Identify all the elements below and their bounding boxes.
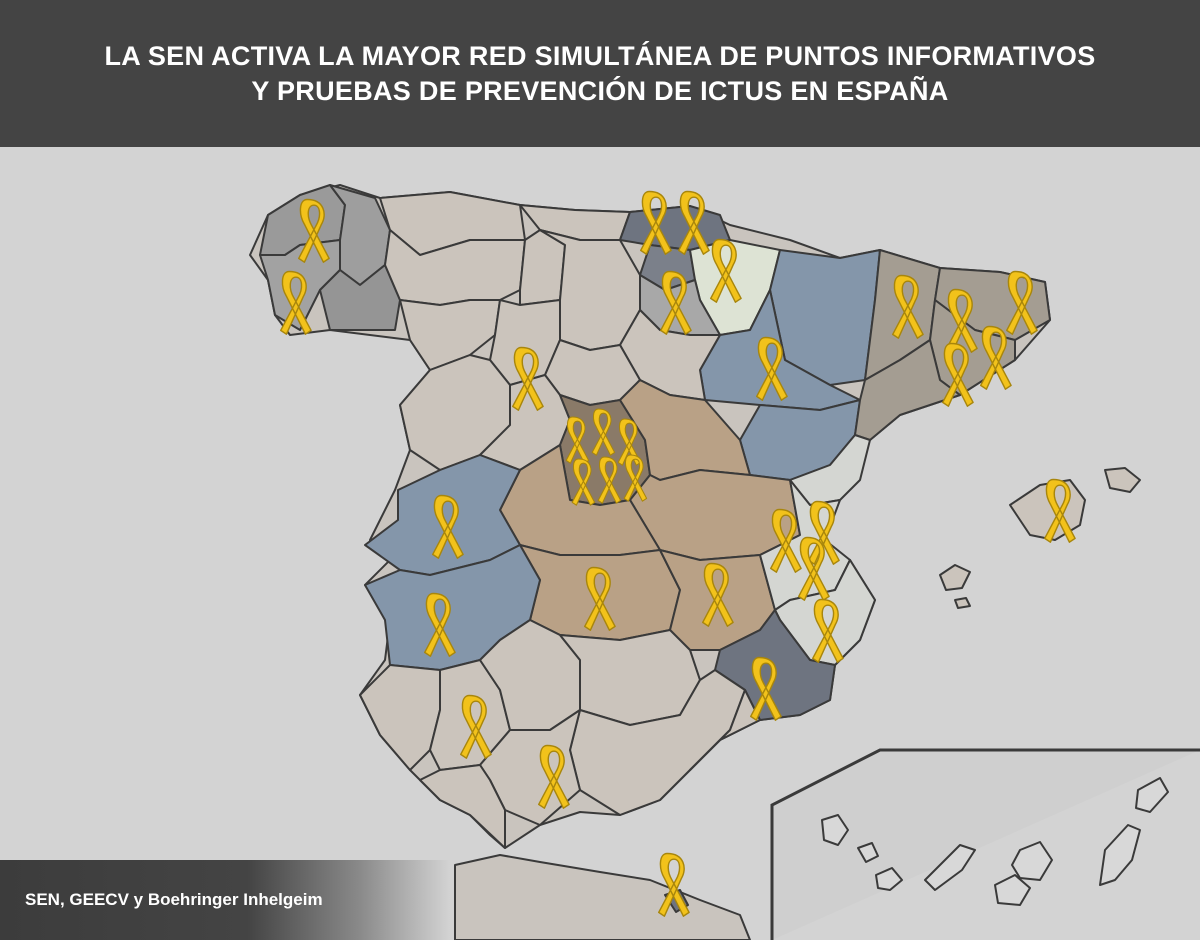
region-cadiz (419, 764, 506, 849)
region-ciudadreal (519, 544, 681, 641)
region-menorca (1104, 467, 1141, 493)
canary-island-5 (994, 874, 1031, 906)
title-line-1: LA SEN ACTIVA LA MAYOR RED SIMULTÁNEA DE… (104, 40, 1096, 71)
credit-banner: SEN, GEECV y Boehringer Inhelgeim (0, 860, 450, 940)
region-catalonia-tarragona (854, 339, 961, 441)
header-banner: LA SEN ACTIVA LA MAYOR RED SIMULTÁNEA DE… (0, 0, 1200, 147)
canary-island-6 (875, 867, 903, 891)
canary-island-7 (821, 814, 849, 846)
region-ibiza (939, 564, 971, 591)
credit-text: SEN, GEECV y Boehringer Inhelgeim (25, 890, 323, 909)
region-africa-coast (454, 854, 751, 940)
region-formentera (954, 597, 971, 609)
canary-island-4 (924, 844, 976, 891)
canary-island-3 (1011, 841, 1053, 881)
canary-inset-frame (770, 748, 1200, 940)
canary-island-8 (857, 842, 879, 863)
canary-island-1 (1135, 777, 1169, 813)
page-title: LA SEN ACTIVA LA MAYOR RED SIMULTÁNEA DE… (104, 39, 1095, 109)
title-line-2: Y PRUEBAS DE PREVENCIÓN DE ICTUS EN ESPA… (251, 75, 949, 106)
spain-map (249, 184, 1200, 940)
canary-island-2 (1099, 824, 1141, 886)
